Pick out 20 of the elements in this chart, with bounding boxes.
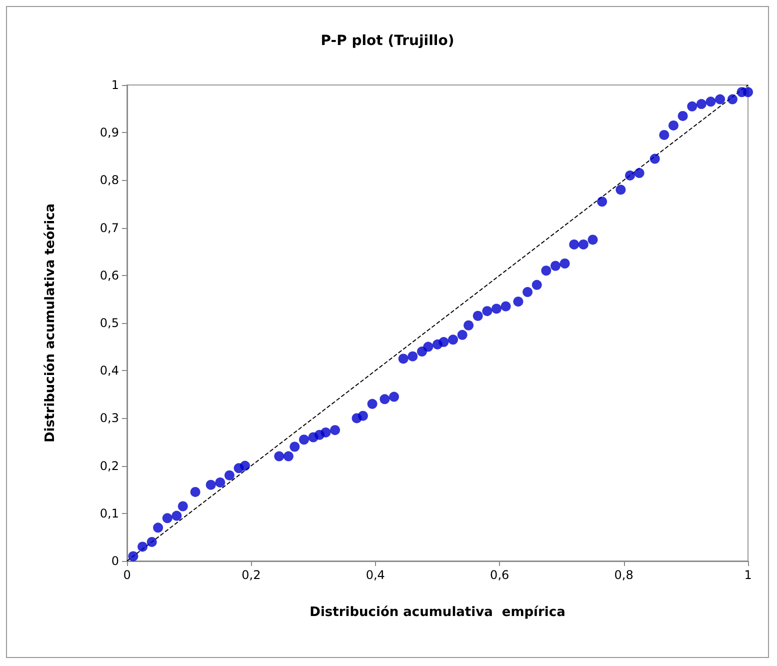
x-tick-label: 1 [744,568,752,582]
y-axis-title: Distribución acumulativa teórica [43,203,58,443]
y-tick-label: 0 [111,554,119,568]
chart-title: P-P plot (Trujillo) [320,33,454,49]
y-tick-label: 0,3 [100,411,119,426]
y-tick-label: 0,5 [100,316,119,330]
x-axis-title: Distribución acumulativa empírica [310,605,566,620]
y-tick-label: 0,2 [100,458,119,473]
y-tick-label: 0,1 [100,506,119,520]
x-tick-label: 0 [123,568,131,582]
x-tick-label: 0,8 [614,568,634,582]
y-tick-label: 0,6 [100,268,119,282]
y-tick-label: 1 [111,78,119,92]
y-tick-label: 0,8 [100,173,119,188]
x-tick-label: 0,2 [242,568,261,582]
y-tick-label: 0,7 [100,220,119,235]
x-tick-label: 0,6 [490,568,510,582]
y-tick-label: 0,4 [100,364,119,378]
y-tick-label: 0,9 [100,126,119,140]
x-tick-label: 0,4 [366,568,385,582]
